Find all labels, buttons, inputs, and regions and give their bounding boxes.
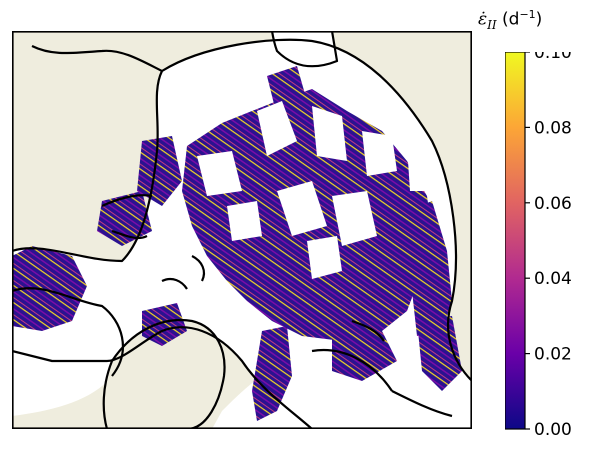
colorbar: 0.00 0.02 0.04 0.06 0.08 0.10	[505, 52, 572, 440]
colorbar-tick-label: 0.04	[534, 269, 572, 289]
greenland	[103, 320, 225, 429]
colorbar-symbol: ε̇	[478, 9, 488, 30]
colorbar-unit-open: (d	[502, 9, 520, 30]
colorbar-tick-label: 0.00	[534, 420, 572, 440]
deformation-data	[12, 66, 462, 421]
colorbar-unit-exp: −1	[519, 8, 536, 21]
coastlines	[12, 31, 472, 429]
map-border	[12, 31, 472, 429]
colorbar-subscript: II	[487, 18, 497, 33]
colorbar-gradient	[505, 52, 526, 430]
arctic-map	[12, 31, 472, 429]
colorbar-title: ε̇II (d−1)	[478, 8, 542, 32]
colorbar-tick-label: 0.06	[534, 194, 572, 214]
colorbar-tick-label: 0.02	[534, 345, 572, 365]
colorbar-unit-close: )	[535, 9, 543, 30]
colorbar-tick-label: 0.10	[534, 52, 572, 63]
colorbar-tick-label: 0.08	[534, 118, 572, 138]
colorbar-ticks: 0.00 0.02 0.04 0.06 0.08 0.10	[525, 52, 572, 440]
